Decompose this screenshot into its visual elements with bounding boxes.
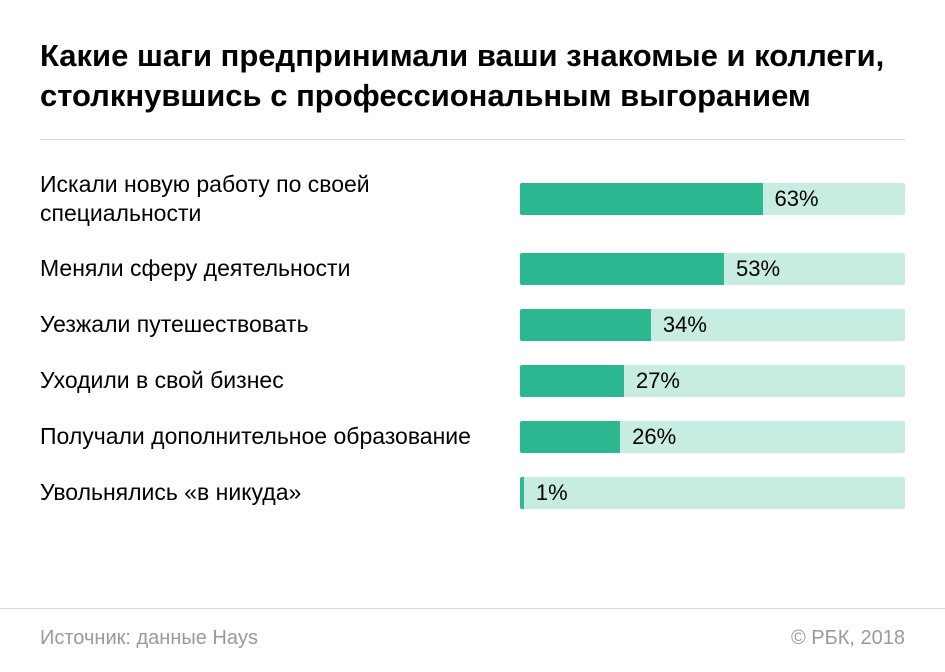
bar-fill [520, 365, 624, 397]
chart-row: Уезжали путешествовать 34% [40, 309, 905, 341]
chart-row: Увольнялись «в никуда» 1% [40, 477, 905, 509]
bar-label: Искали новую работу по своей специальнос… [40, 170, 520, 230]
bar-value: 27% [636, 368, 680, 394]
bar-container: 34% [520, 309, 905, 341]
bar-value: 1% [536, 480, 568, 506]
footer-copyright: © РБК, 2018 [791, 627, 905, 650]
footer: Источник: данные Hays © РБК, 2018 [0, 608, 945, 672]
bar-label: Получали дополнительное образование [40, 422, 520, 452]
bar-track [520, 477, 905, 509]
bar-fill [520, 253, 724, 285]
bar-fill [520, 477, 524, 509]
bar-label: Увольнялись «в никуда» [40, 478, 520, 508]
chart-row: Меняли сферу деятельности 53% [40, 253, 905, 285]
footer-source: Источник: данные Hays [40, 627, 258, 650]
bar-value: 26% [632, 424, 676, 450]
bar-fill [520, 183, 763, 215]
chart-row: Получали дополнительное образование 26% [40, 421, 905, 453]
chart-title: Какие шаги предпринимали ваши знакомые и… [40, 36, 905, 117]
bar-label: Уезжали путешествовать [40, 310, 520, 340]
bar-container: 53% [520, 253, 905, 285]
bar-chart: Искали новую работу по своей специальнос… [40, 170, 905, 510]
bar-fill [520, 309, 651, 341]
bar-value: 63% [775, 186, 819, 212]
bar-fill [520, 421, 620, 453]
bar-container: 27% [520, 365, 905, 397]
bar-container: 26% [520, 421, 905, 453]
bar-label: Уходили в свой бизнес [40, 366, 520, 396]
bar-value: 34% [663, 312, 707, 338]
bar-label: Меняли сферу деятельности [40, 254, 520, 284]
title-divider [40, 139, 905, 140]
bar-container: 63% [520, 183, 905, 215]
bar-container: 1% [520, 477, 905, 509]
chart-row: Уходили в свой бизнес 27% [40, 365, 905, 397]
bar-value: 53% [736, 256, 780, 282]
chart-row: Искали новую работу по своей специальнос… [40, 170, 905, 230]
